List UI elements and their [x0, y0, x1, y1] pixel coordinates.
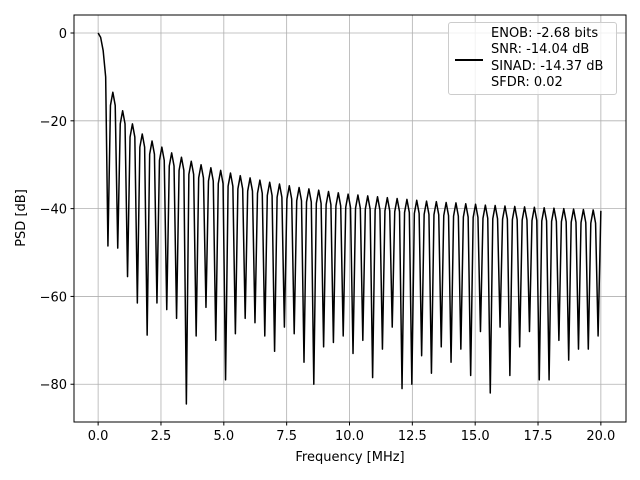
x-tick-label: 12.5: [398, 429, 427, 444]
x-tick-label: 17.5: [524, 429, 553, 444]
plot-area: [97, 32, 602, 405]
x-tick-label: 7.5: [276, 429, 297, 444]
x-tick-label: 0.0: [88, 429, 109, 444]
y-tick-label: −20: [40, 115, 67, 130]
grid: [74, 15, 626, 422]
x-axis-label: Frequency [MHz]: [295, 450, 404, 465]
legend-swatch: [455, 59, 483, 61]
x-tick-label: 5.0: [213, 429, 234, 444]
y-tick-label: 0: [59, 27, 67, 42]
x-tick-label: 15.0: [461, 429, 490, 444]
x-tick-label: 10.0: [335, 429, 364, 444]
series-line: [97, 32, 602, 405]
y-tick-label: −60: [40, 290, 67, 305]
axes-frame: [73, 14, 627, 423]
ticks: 0.0 2.5 5.0 7.5 10.0 12.5 15.0 17.5 20.0 0 −20 −40 −…: [40, 27, 616, 444]
y-axis-label: PSD [dB]: [14, 189, 29, 247]
legend-label: ENOB: -2.68 bits SNR: -14.04 dB SINAD: -…: [491, 26, 604, 90]
x-tick-label: 2.5: [151, 429, 172, 444]
legend: ENOB: -2.68 bits SNR: -14.04 dB SINAD: -…: [448, 22, 617, 95]
y-tick-label: −80: [40, 378, 67, 393]
y-tick-label: −40: [40, 203, 67, 218]
x-tick-label: 20.0: [586, 429, 615, 444]
